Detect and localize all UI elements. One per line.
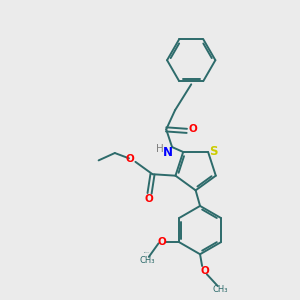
Text: S: S xyxy=(209,146,218,158)
Text: methoxy: methoxy xyxy=(144,252,150,253)
Text: CH₃: CH₃ xyxy=(213,285,228,294)
Text: O: O xyxy=(126,154,134,164)
Text: O: O xyxy=(158,237,167,247)
Text: O: O xyxy=(200,266,209,276)
Text: O: O xyxy=(188,124,197,134)
Text: CH₃: CH₃ xyxy=(139,256,154,265)
Text: N: N xyxy=(163,146,173,159)
Text: H: H xyxy=(156,143,164,154)
Text: O: O xyxy=(145,194,153,204)
